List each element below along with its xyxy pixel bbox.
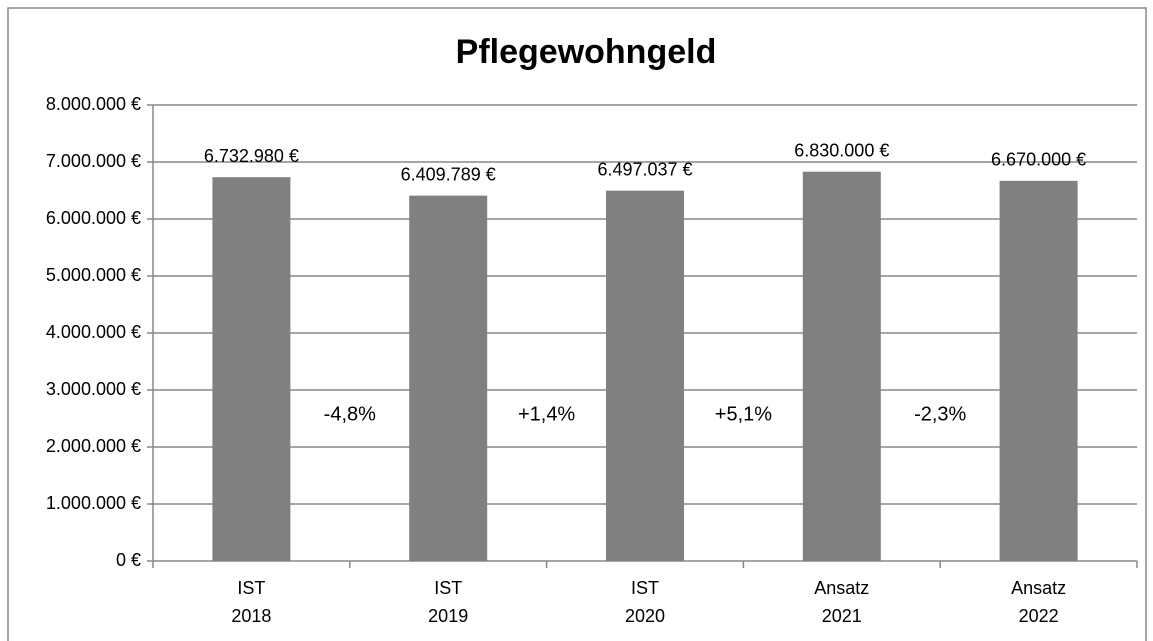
- bar: [212, 177, 291, 561]
- chart-border: [7, 7, 1147, 641]
- x-tick-label: 2021: [822, 606, 862, 626]
- y-tick-label: 1.000.000 €: [46, 493, 141, 513]
- y-tick-label: 8.000.000 €: [46, 94, 141, 114]
- x-tick-label: 2020: [625, 606, 665, 626]
- y-tick-label: 2.000.000 €: [46, 436, 141, 456]
- x-tick-label: IST: [631, 578, 659, 598]
- value-label: 6.830.000 €: [794, 140, 889, 160]
- x-tick-label: 2019: [428, 606, 468, 626]
- bar: [802, 171, 881, 561]
- y-tick-label: 7.000.000 €: [46, 151, 141, 171]
- x-tick-label: Ansatz: [814, 578, 869, 598]
- value-label: 6.409.789 €: [401, 164, 496, 184]
- value-label: 6.732.980 €: [204, 146, 299, 166]
- y-tick-label: 4.000.000 €: [46, 322, 141, 342]
- bar: [409, 195, 488, 561]
- value-label: 6.497.037 €: [597, 159, 692, 179]
- annotation: -4,8%: [324, 403, 376, 425]
- annotation: +5,1%: [715, 403, 772, 425]
- annotation: -2,3%: [914, 403, 966, 425]
- y-tick-label: 0 €: [116, 550, 141, 570]
- x-tick-label: 2022: [1019, 606, 1059, 626]
- chart-title: Pflegewohngeld: [456, 33, 717, 71]
- bar: [606, 190, 684, 561]
- x-tick-label: 2018: [231, 606, 271, 626]
- bar: [999, 180, 1078, 561]
- y-tick-label: 3.000.000 €: [46, 379, 141, 399]
- x-tick-label: IST: [434, 578, 462, 598]
- x-tick-label: Ansatz: [1011, 578, 1066, 598]
- value-label: 6.670.000 €: [991, 150, 1086, 170]
- y-tick-label: 5.000.000 €: [46, 265, 141, 285]
- y-tick-label: 6.000.000 €: [46, 208, 141, 228]
- x-tick-label: IST: [237, 578, 265, 598]
- annotation: +1,4%: [518, 403, 575, 425]
